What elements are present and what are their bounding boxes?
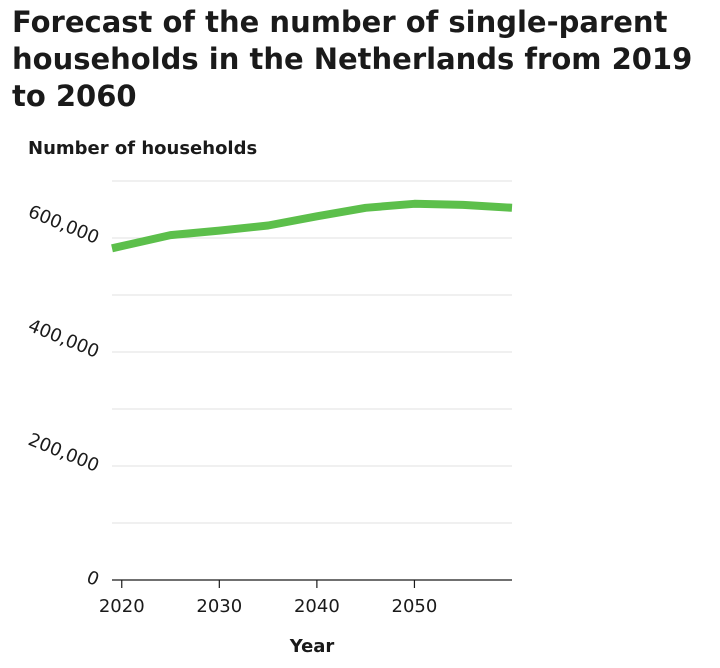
series-group <box>111 199 513 253</box>
y-axis-label: Number of households <box>28 138 257 159</box>
x-axis-ticks: 2020 2030 2040 2050 <box>99 580 437 617</box>
y-tick-label: 600,000 <box>25 201 102 248</box>
x-axis-label: Year <box>289 636 335 657</box>
series-line <box>111 199 513 253</box>
x-tick-label: 2020 <box>99 596 145 617</box>
chart-title: Forecast of the number of single-parent … <box>12 5 693 113</box>
gridlines <box>112 180 512 524</box>
x-tick-label: 2040 <box>294 596 340 617</box>
y-tick-label: 400,000 <box>25 315 102 362</box>
y-tick-label: 0 <box>84 567 102 591</box>
y-tick-label: 200,000 <box>25 429 102 476</box>
x-tick-label: 2030 <box>196 596 242 617</box>
y-axis-ticks: 0 200,000 400,000 600,000 <box>25 201 102 590</box>
x-tick-label: 2050 <box>392 596 438 617</box>
